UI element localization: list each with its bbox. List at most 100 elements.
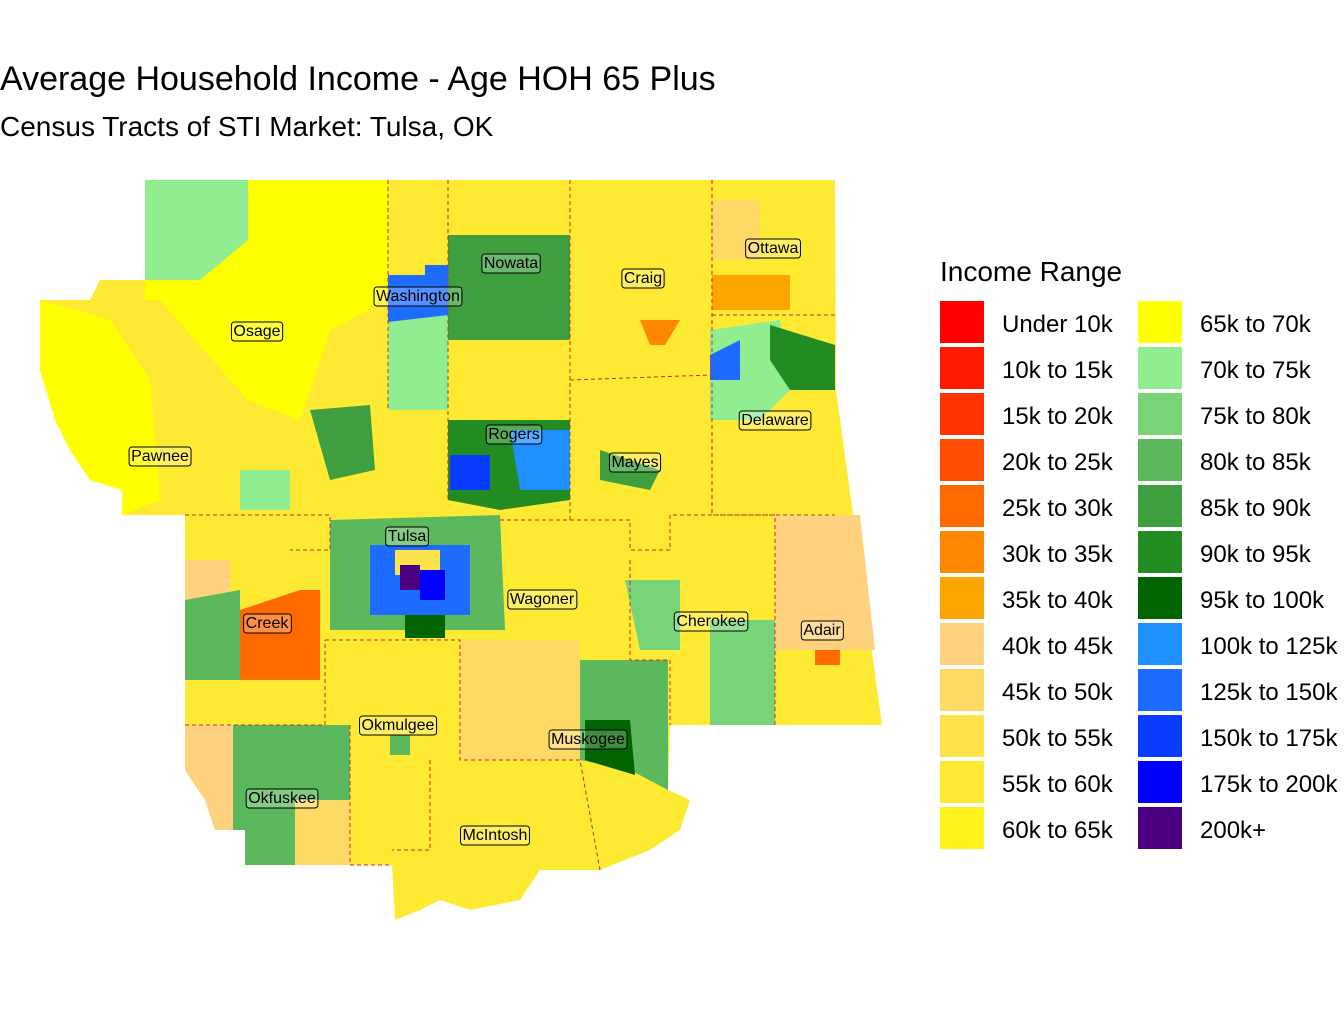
legend-label: 25k to 30k (1002, 495, 1114, 522)
county-label-box (128, 446, 192, 467)
legend-label: 75k to 80k (1200, 403, 1312, 430)
county-label-box (673, 611, 749, 632)
legend-swatch (1138, 347, 1182, 389)
county-name: Muskogee (551, 731, 625, 748)
legend-swatch (940, 439, 984, 481)
county-label: Craig (621, 268, 665, 289)
county-label: Delaware (738, 410, 812, 431)
county-label-box (460, 825, 530, 846)
legend-label: 95k to 100k (1200, 587, 1325, 614)
county-label: Nowata (481, 253, 541, 274)
county-label-box (608, 452, 662, 473)
legend-label: 15k to 20k (1002, 403, 1114, 430)
county-label-box (485, 424, 543, 445)
county-label-box (800, 620, 844, 641)
legend-label: 50k to 55k (1002, 725, 1114, 752)
legend-swatch (1138, 439, 1182, 481)
legend-label: 35k to 40k (1002, 587, 1114, 614)
legend-label: 55k to 60k (1002, 771, 1114, 798)
legend-label: 70k to 75k (1200, 357, 1312, 384)
map (40, 180, 882, 920)
county-label-box (745, 238, 801, 259)
county-label-box (507, 589, 578, 610)
legend-swatch (940, 715, 984, 757)
county-labels: Osage Pawnee Washington Nowata Craig Ottawa Ro… (128, 238, 844, 846)
county-label: Tulsa (385, 526, 429, 547)
county-name: Rogers (488, 426, 540, 443)
county-label-box (245, 788, 319, 809)
county-label: Osage (230, 321, 284, 342)
legend-label: 80k to 85k (1200, 449, 1312, 476)
county-label-box (230, 321, 284, 342)
legend-swatch (940, 301, 984, 343)
county-name: Pawnee (131, 448, 189, 465)
county-name: Tulsa (388, 528, 427, 545)
legend-label: 40k to 45k (1002, 633, 1114, 660)
legend-swatch (1138, 531, 1182, 573)
legend-label: 20k to 25k (1002, 449, 1114, 476)
county-name: Cherokee (676, 613, 745, 630)
legend-swatch (1138, 669, 1182, 711)
map-title: Average Household Income - Age HOH 65 Pl… (0, 60, 716, 98)
legend-label: 60k to 65k (1002, 817, 1114, 844)
county-label-box (548, 729, 628, 750)
county-label: Cherokee (673, 611, 749, 632)
legend-label: 90k to 95k (1200, 541, 1312, 568)
county-name: Craig (624, 270, 662, 287)
legend-label: 100k to 125k (1200, 633, 1338, 660)
county-name: McIntosh (463, 827, 528, 844)
legend-swatch (1138, 485, 1182, 527)
county-label-box (359, 715, 438, 736)
county-name: Osage (233, 323, 280, 340)
legend-label: 85k to 90k (1200, 495, 1312, 522)
legend-swatch (1138, 301, 1182, 343)
legend-swatch (940, 531, 984, 573)
county-name: Adair (803, 622, 841, 639)
county-label: Mayes (608, 452, 662, 473)
legend-label: 65k to 70k (1200, 311, 1312, 338)
legend-swatch (940, 807, 984, 849)
legend-label: 10k to 15k (1002, 357, 1114, 384)
legend-swatch (1138, 761, 1182, 803)
county-name: Ottawa (748, 240, 799, 257)
county-name: Mayes (611, 454, 658, 471)
county-label: Wagoner (507, 589, 578, 610)
county-label: Okmulgee (359, 715, 438, 736)
legend-label: 45k to 50k (1002, 679, 1114, 706)
map-subtitle: Census Tracts of STI Market: Tulsa, OK (0, 111, 494, 142)
county-label: Ottawa (745, 238, 801, 259)
legend-swatch (1138, 715, 1182, 757)
county-name: Creek (246, 615, 290, 632)
county-label: McIntosh (460, 825, 530, 846)
legend-label: 150k to 175k (1200, 725, 1338, 752)
legend-swatch (940, 485, 984, 527)
county-name: Delaware (741, 412, 809, 429)
legend-swatch (940, 393, 984, 435)
county-label-box (243, 613, 292, 634)
county-label-box (373, 286, 463, 307)
county-name: Wagoner (510, 591, 575, 608)
county-label: Rogers (485, 424, 543, 445)
legend-title: Income Range (940, 256, 1122, 287)
county-label-box (621, 268, 665, 289)
county-name: Okfuskee (248, 790, 316, 807)
legend: Under 10k 10k to 15k 15k to 20k 20k to 25k 2… (940, 301, 1338, 849)
legend-swatch (940, 761, 984, 803)
county-label: Creek (243, 613, 292, 634)
county-label-box (738, 410, 812, 431)
county-label-box (385, 526, 429, 547)
legend-label: Under 10k (1002, 311, 1114, 338)
legend-swatch (940, 623, 984, 665)
legend-swatch (1138, 807, 1182, 849)
county-label: Okfuskee (245, 788, 319, 809)
county-name: Washington (376, 288, 460, 305)
county-label: Pawnee (128, 446, 192, 467)
county-name: Okmulgee (362, 717, 435, 734)
legend-swatch (1138, 393, 1182, 435)
legend-swatch (1138, 577, 1182, 619)
county-name: Nowata (484, 255, 538, 272)
legend-swatch (940, 347, 984, 389)
legend-swatch (940, 669, 984, 711)
county-label-box (481, 253, 541, 274)
